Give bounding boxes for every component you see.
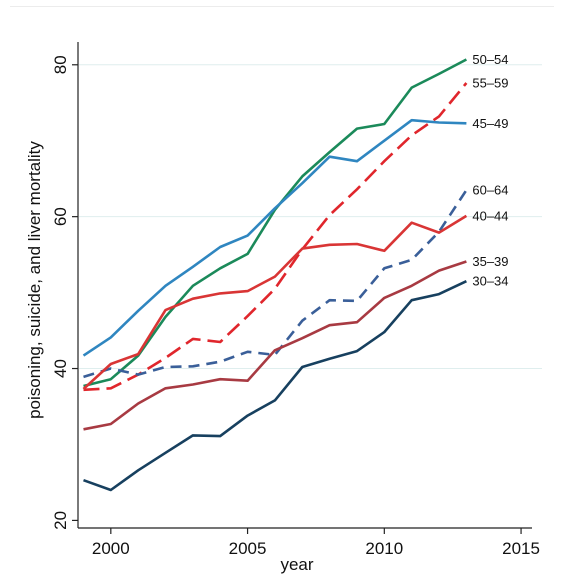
top-divider xyxy=(10,6,554,7)
y-tick-label-40: 40 xyxy=(51,359,70,378)
x-tick-label-2000: 2000 xyxy=(92,539,130,558)
y-axis-label: poisoning, suicide, and liver mortality xyxy=(25,141,44,419)
series-label-3: 60–64 xyxy=(472,183,508,198)
series-layer xyxy=(82,58,468,492)
series-label-6: 30–34 xyxy=(472,274,508,289)
series-labels: 50–54 55–59 45–49 60–64 40–44 35–39 30–34 xyxy=(472,52,508,289)
axes: 20 40 60 80 2000 2005 2010 2015 xyxy=(51,42,540,558)
x-tick-label-2015: 2015 xyxy=(502,539,540,558)
x-tick-label-2005: 2005 xyxy=(229,539,267,558)
y-tick-label-20: 20 xyxy=(51,511,70,530)
y-tick-label-80: 80 xyxy=(51,55,70,74)
series-line-5 xyxy=(83,260,467,431)
series-label-5: 35–39 xyxy=(472,254,508,269)
series-label-0: 50–54 xyxy=(472,52,508,67)
series-line-0 xyxy=(83,58,468,388)
series-line-6 xyxy=(83,280,467,492)
x-tick-label-2010: 2010 xyxy=(365,539,403,558)
series-label-1: 55–59 xyxy=(472,76,508,91)
series-line-1 xyxy=(83,82,468,392)
series-label-4: 40–44 xyxy=(472,208,508,223)
series-line-2 xyxy=(82,118,467,357)
series-label-2: 45–49 xyxy=(472,116,508,131)
series-line-4 xyxy=(82,214,468,390)
y-tick-label-60: 60 xyxy=(51,207,70,226)
x-axis-label: year xyxy=(280,555,313,574)
series-line-3 xyxy=(83,189,468,379)
